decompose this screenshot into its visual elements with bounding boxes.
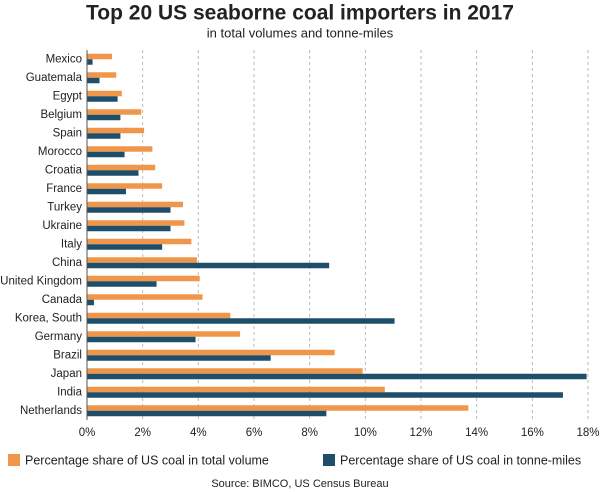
- x-tick-label: 16%: [521, 427, 544, 439]
- bar: [87, 368, 363, 374]
- x-tick-label: 2%: [134, 427, 151, 439]
- bar: [87, 109, 142, 115]
- bar: [87, 127, 145, 134]
- y-tick-label: Japan: [51, 368, 82, 380]
- bar: [87, 410, 327, 417]
- bar: [87, 294, 203, 300]
- bar: [87, 336, 196, 343]
- bar: [87, 183, 163, 189]
- bar: [87, 318, 395, 324]
- bar: [87, 72, 117, 78]
- bar: [87, 257, 197, 263]
- legend-label: Percentage share of US coal in tonne-mil…: [340, 453, 581, 467]
- y-tick-label: China: [52, 257, 83, 269]
- bar: [87, 299, 94, 306]
- y-tick-label: Germany: [35, 331, 83, 343]
- bar: [87, 349, 335, 356]
- bar: [87, 114, 121, 121]
- x-tick-label: 0%: [79, 427, 96, 439]
- bar: [87, 355, 271, 361]
- y-tick-label: France: [46, 183, 82, 195]
- bar: [87, 59, 93, 65]
- bar: [87, 207, 171, 213]
- bar: [87, 164, 156, 171]
- bar: [87, 386, 385, 393]
- bar: [87, 90, 122, 97]
- y-tick-label: Spain: [53, 127, 82, 139]
- x-tick-label: 8%: [301, 427, 318, 439]
- bar: [87, 96, 118, 102]
- bar: [87, 133, 121, 139]
- bar: [87, 53, 113, 60]
- bar: [87, 275, 200, 282]
- bar: [87, 151, 125, 158]
- y-tick-label: Egypt: [53, 90, 83, 102]
- x-tick-label: 12%: [409, 427, 432, 439]
- x-tick-label: 4%: [190, 427, 207, 439]
- chart-subtitle: in total volumes and tonne-miles: [207, 25, 394, 40]
- bar: [87, 188, 126, 195]
- bar: [87, 77, 100, 84]
- y-tick-label: Italy: [61, 238, 82, 250]
- bar: [87, 225, 171, 232]
- bar: [87, 281, 157, 287]
- bar: [87, 170, 139, 176]
- y-tick-label: Korea, South: [15, 312, 82, 324]
- y-tick-label: Canada: [42, 294, 83, 306]
- y-tick-label: Morocco: [38, 146, 82, 158]
- y-tick-label: Ukraine: [42, 220, 82, 232]
- bar: [87, 405, 469, 411]
- y-tick-label: United Kingdom: [0, 275, 82, 287]
- y-tick-label: India: [57, 386, 83, 398]
- chart-title: Top 20 US seaborne coal importers in 201…: [86, 2, 514, 25]
- y-tick-label: Belgium: [40, 109, 82, 121]
- y-tick-label: Netherlands: [20, 405, 82, 417]
- bar: [87, 262, 330, 269]
- x-tick-label: 18%: [576, 427, 599, 439]
- bar: [87, 331, 241, 337]
- source: Source: BIMCO, US Census Bureau: [211, 478, 388, 490]
- bar: [87, 238, 192, 245]
- legend-swatch: [323, 454, 335, 466]
- legend-swatch: [8, 454, 20, 466]
- x-tick-label: 14%: [465, 427, 488, 439]
- y-tick-label: Guatemala: [26, 72, 83, 84]
- bar: [87, 244, 163, 250]
- bar: [87, 220, 185, 226]
- legend-label: Percentage share of US coal in total vol…: [25, 453, 269, 467]
- y-tick-label: Brazil: [53, 349, 82, 361]
- y-tick-label: Croatia: [45, 164, 83, 176]
- y-tick-label: Turkey: [47, 201, 82, 213]
- bar: [87, 373, 587, 380]
- bar: [87, 392, 563, 398]
- bar: [87, 146, 153, 152]
- bar: [87, 312, 231, 319]
- y-tick-label: Mexico: [46, 53, 82, 65]
- x-tick-label: 6%: [246, 427, 263, 439]
- bar: [87, 201, 184, 208]
- x-tick-label: 10%: [354, 427, 377, 439]
